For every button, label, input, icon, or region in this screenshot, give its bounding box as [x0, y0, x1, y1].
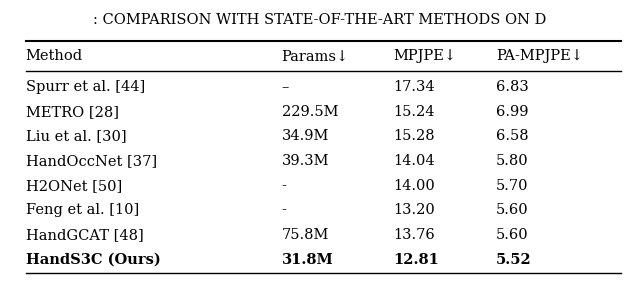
Text: H2ONet [50]: H2ONet [50] — [26, 179, 122, 193]
Text: 13.20: 13.20 — [394, 203, 435, 217]
Text: Spurr et al. [44]: Spurr et al. [44] — [26, 80, 145, 94]
Text: 5.70: 5.70 — [496, 179, 529, 193]
Text: 229.5M: 229.5M — [282, 105, 338, 119]
Text: 14.04: 14.04 — [394, 154, 435, 168]
Text: 39.3M: 39.3M — [282, 154, 329, 168]
Text: : COMPARISON WITH STATE-OF-THE-ART METHODS ON D: : COMPARISON WITH STATE-OF-THE-ART METHO… — [93, 13, 547, 27]
Text: 75.8M: 75.8M — [282, 228, 329, 242]
Text: 31.8M: 31.8M — [282, 253, 333, 267]
Text: Feng et al. [10]: Feng et al. [10] — [26, 203, 139, 217]
Text: HandGCAT [48]: HandGCAT [48] — [26, 228, 143, 242]
Text: –: – — [282, 80, 289, 94]
Text: 12.81: 12.81 — [394, 253, 440, 267]
Text: 17.34: 17.34 — [394, 80, 435, 94]
Text: MPJPE↓: MPJPE↓ — [394, 49, 457, 63]
Text: PA-MPJPE↓: PA-MPJPE↓ — [496, 49, 583, 63]
Text: 15.24: 15.24 — [394, 105, 435, 119]
Text: 13.76: 13.76 — [394, 228, 435, 242]
Text: 5.52: 5.52 — [496, 253, 532, 267]
Text: Method: Method — [26, 49, 83, 63]
Text: 6.99: 6.99 — [496, 105, 529, 119]
Text: 6.58: 6.58 — [496, 129, 529, 143]
Text: HandOccNet [37]: HandOccNet [37] — [26, 154, 157, 168]
Text: -: - — [282, 179, 287, 193]
Text: 5.60: 5.60 — [496, 203, 529, 217]
Text: 34.9M: 34.9M — [282, 129, 329, 143]
Text: 5.60: 5.60 — [496, 228, 529, 242]
Text: 6.83: 6.83 — [496, 80, 529, 94]
Text: Params↓: Params↓ — [282, 49, 349, 63]
Text: -: - — [282, 203, 287, 217]
Text: 15.28: 15.28 — [394, 129, 435, 143]
Text: 5.80: 5.80 — [496, 154, 529, 168]
Text: Liu et al. [30]: Liu et al. [30] — [26, 129, 126, 143]
Text: METRO [28]: METRO [28] — [26, 105, 118, 119]
Text: 14.00: 14.00 — [394, 179, 435, 193]
Text: HandS3C (Ours): HandS3C (Ours) — [26, 253, 161, 267]
